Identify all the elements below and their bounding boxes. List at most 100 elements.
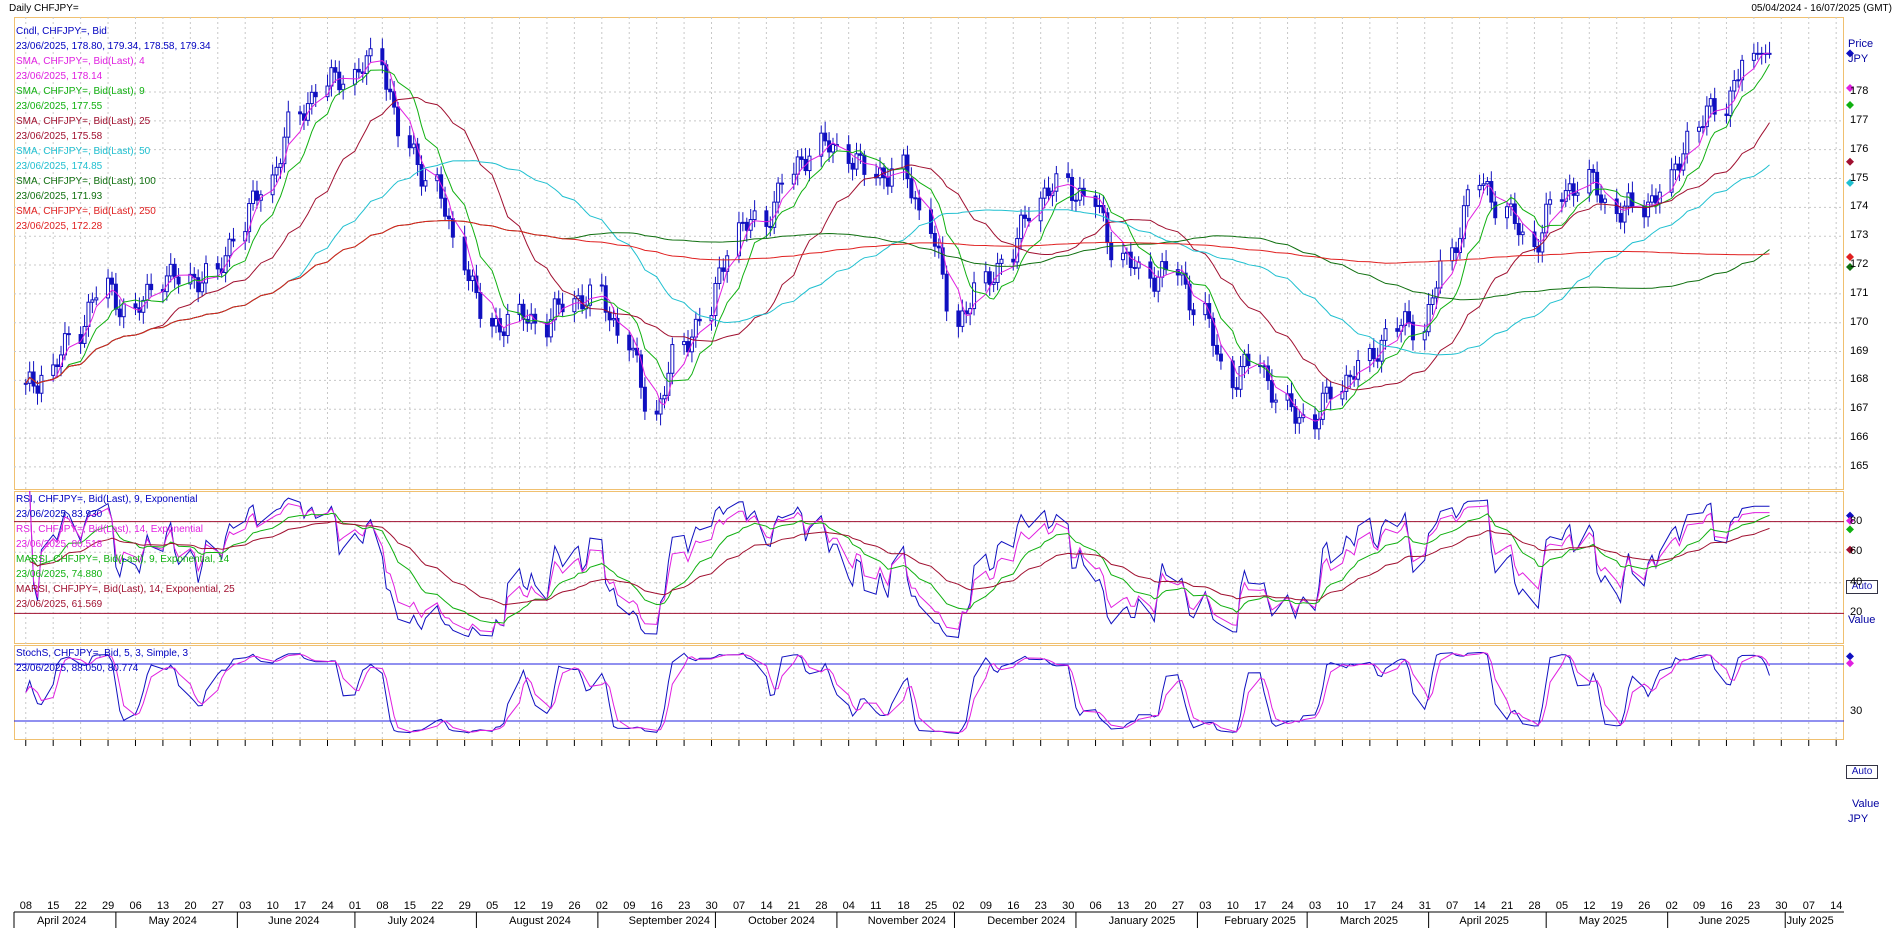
price-auto-button[interactable]: Auto bbox=[1846, 580, 1878, 594]
candle-body bbox=[1340, 390, 1345, 400]
candle-body bbox=[109, 277, 114, 285]
price-panel[interactable] bbox=[14, 17, 1844, 490]
candle-body bbox=[1493, 201, 1498, 219]
candle-body bbox=[490, 317, 495, 327]
candle-body bbox=[501, 331, 506, 337]
candle-body bbox=[31, 371, 36, 387]
price-y-tick-label: 171 bbox=[1850, 286, 1869, 299]
x-tick-label: 21 bbox=[787, 900, 801, 912]
candle-body bbox=[435, 174, 440, 182]
candle-body bbox=[1070, 176, 1075, 201]
price-y-tick-label: 168 bbox=[1850, 373, 1869, 386]
candle-body bbox=[341, 83, 346, 91]
candle-body bbox=[744, 221, 749, 231]
rsi-9-line bbox=[29, 490, 1770, 638]
candle-body bbox=[86, 301, 91, 327]
x-tick-label: 24 bbox=[1281, 900, 1294, 912]
month-label: May 2024 bbox=[148, 915, 197, 927]
rsi-legend-line: RSI, CHFJPY=, Bid(Last), 14, Exponential bbox=[16, 524, 204, 535]
x-tick-label: 01 bbox=[348, 900, 362, 912]
candle-body bbox=[1077, 187, 1082, 201]
candle-body bbox=[1148, 261, 1153, 279]
sma-4-line bbox=[25, 52, 1770, 422]
candle-body bbox=[1622, 205, 1627, 223]
candle-body bbox=[1697, 126, 1702, 132]
month-label: January 2025 bbox=[1108, 915, 1176, 927]
candle-body bbox=[1646, 201, 1651, 218]
candle-body bbox=[940, 247, 945, 275]
month-label: July 2025 bbox=[1786, 915, 1834, 927]
x-tick-label: 17 bbox=[294, 900, 307, 912]
rsi-value-marker bbox=[1846, 516, 1854, 525]
rsi-auto-button[interactable]: Auto bbox=[1846, 765, 1878, 779]
sma-9-line bbox=[25, 64, 1770, 413]
month-label: June 2024 bbox=[268, 915, 320, 927]
x-tick-label: 08 bbox=[19, 900, 32, 912]
candle-body bbox=[1532, 231, 1537, 248]
candle-body bbox=[1685, 130, 1690, 155]
x-tick-label: 09 bbox=[1693, 900, 1706, 912]
price-legend-line: SMA, CHFJPY=, Bid(Last), 50 bbox=[16, 146, 151, 157]
x-tick-label: 14 bbox=[760, 900, 773, 912]
candle-body bbox=[1575, 192, 1580, 196]
x-tick-label: 07 bbox=[1446, 900, 1459, 912]
candle-body bbox=[607, 311, 612, 321]
candle-body bbox=[603, 285, 608, 313]
candle-body bbox=[1708, 98, 1713, 107]
stoch-panel[interactable] bbox=[14, 645, 1844, 740]
x-tick-label: 05 bbox=[486, 900, 499, 912]
candle-body bbox=[1767, 52, 1772, 55]
candle-body bbox=[1504, 206, 1509, 219]
candle-body bbox=[1073, 199, 1078, 202]
price-value-marker bbox=[1846, 49, 1854, 58]
candle-body bbox=[909, 178, 914, 199]
candle-body bbox=[1430, 297, 1435, 306]
x-tick-label: 10 bbox=[1226, 900, 1239, 912]
candle-body bbox=[1649, 195, 1654, 203]
candle-body bbox=[66, 333, 71, 336]
x-tick-label: 15 bbox=[47, 900, 60, 912]
price-legend-line: 23/06/2025, 175.58 bbox=[16, 131, 103, 142]
candle-body bbox=[1559, 199, 1564, 202]
price-legend-line: 23/06/2025, 174.85 bbox=[16, 161, 103, 172]
candle-body bbox=[1595, 171, 1600, 196]
candle-body bbox=[247, 203, 252, 233]
candle-body bbox=[654, 410, 659, 415]
price-legend-line: 23/06/2025, 178.80, 179.34, 178.58, 179.… bbox=[16, 41, 211, 52]
candle-body bbox=[1485, 181, 1490, 185]
candle-body bbox=[932, 232, 937, 247]
candle-body bbox=[227, 238, 232, 257]
candle-body bbox=[615, 317, 620, 336]
x-tick-label: 04 bbox=[842, 900, 855, 912]
rsi-legend-line: 23/06/2025, 61.569 bbox=[16, 599, 103, 610]
candle-body bbox=[172, 263, 177, 278]
rsi-14-line bbox=[29, 490, 1770, 633]
candle-body bbox=[62, 333, 67, 356]
candle-body bbox=[329, 67, 334, 87]
x-tick-label: 26 bbox=[568, 900, 581, 912]
candle-body bbox=[642, 386, 647, 412]
x-tick-label: 30 bbox=[1062, 900, 1075, 912]
candle-body bbox=[752, 210, 757, 221]
candle-body bbox=[462, 236, 467, 271]
price-legend-line: 23/06/2025, 177.55 bbox=[16, 101, 103, 112]
candle-body bbox=[466, 269, 471, 282]
candle-body bbox=[121, 303, 126, 318]
candle-body bbox=[94, 297, 99, 301]
candle-body bbox=[419, 164, 424, 187]
candle-body bbox=[1673, 163, 1678, 171]
sma-50-line bbox=[25, 160, 1770, 385]
x-tick-label: 18 bbox=[897, 900, 910, 912]
month-label: March 2025 bbox=[1339, 915, 1398, 927]
rsi-panel[interactable] bbox=[14, 491, 1844, 644]
candle-body bbox=[1704, 105, 1709, 128]
price-y-tick-label: 173 bbox=[1850, 229, 1869, 242]
candle-body bbox=[1211, 317, 1216, 346]
candle-body bbox=[913, 197, 918, 200]
month-label: August 2024 bbox=[509, 915, 571, 927]
candle-body bbox=[1450, 247, 1455, 262]
candle-body bbox=[858, 153, 863, 156]
price-legend-line: SMA, CHFJPY=, Bid(Last), 100 bbox=[16, 176, 156, 187]
candle-body bbox=[862, 154, 867, 175]
candle-body bbox=[356, 68, 361, 73]
